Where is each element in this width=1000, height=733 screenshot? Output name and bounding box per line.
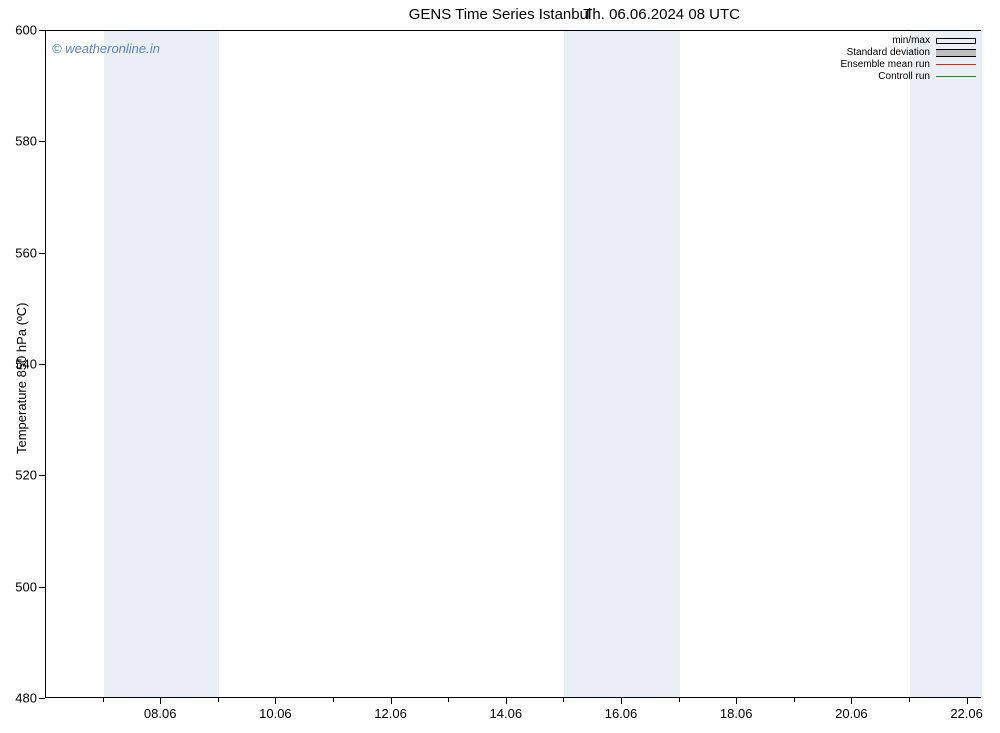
chart-title: GENS Time Series Istanbul bbox=[0, 6, 1000, 23]
legend-swatch bbox=[936, 60, 976, 70]
plot-area: © weatheronline.in min/maxStandard devia… bbox=[45, 30, 981, 698]
y-tick-mark bbox=[39, 141, 45, 142]
legend-item: Ensemble mean run bbox=[841, 59, 977, 71]
shaded-band bbox=[564, 31, 679, 697]
y-tick-label: 520 bbox=[15, 468, 37, 483]
x-tick-mark bbox=[160, 698, 161, 704]
y-tick-label: 560 bbox=[15, 245, 37, 260]
x-tick-mark bbox=[506, 698, 507, 704]
legend-item: min/max bbox=[841, 35, 977, 47]
x-tick-label: 20.06 bbox=[835, 706, 868, 721]
x-tick-mark bbox=[391, 698, 392, 704]
x-minor-tick-mark bbox=[103, 698, 104, 702]
y-tick-label: 500 bbox=[15, 579, 37, 594]
x-minor-tick-mark bbox=[909, 698, 910, 702]
x-tick-mark bbox=[967, 698, 968, 704]
shaded-band bbox=[104, 31, 219, 697]
x-tick-mark bbox=[851, 698, 852, 704]
x-tick-label: 16.06 bbox=[605, 706, 638, 721]
x-minor-tick-mark bbox=[448, 698, 449, 702]
legend-swatch bbox=[936, 72, 976, 82]
x-minor-tick-mark bbox=[794, 698, 795, 702]
watermark: © weatheronline.in bbox=[52, 41, 160, 56]
y-tick-label: 600 bbox=[15, 23, 37, 38]
y-tick-mark bbox=[39, 364, 45, 365]
legend-item: Standard deviation bbox=[841, 47, 977, 59]
shaded-band bbox=[910, 31, 982, 697]
x-minor-tick-mark bbox=[563, 698, 564, 702]
y-axis-label: Temperature 850 hPa (ºC) bbox=[14, 303, 29, 454]
legend: min/maxStandard deviationEnsemble mean r… bbox=[841, 35, 977, 83]
y-tick-label: 480 bbox=[15, 691, 37, 706]
y-tick-mark bbox=[39, 475, 45, 476]
x-tick-label: 18.06 bbox=[720, 706, 753, 721]
x-tick-mark bbox=[621, 698, 622, 704]
legend-label: min/max bbox=[892, 35, 930, 47]
chart-container: GENS Time Series Istanbul Th. 06.06.2024… bbox=[0, 0, 1000, 733]
x-tick-mark bbox=[275, 698, 276, 704]
x-tick-label: 10.06 bbox=[259, 706, 292, 721]
x-tick-label: 22.06 bbox=[950, 706, 983, 721]
y-tick-mark bbox=[39, 253, 45, 254]
legend-item: Controll run bbox=[841, 71, 977, 83]
y-tick-mark bbox=[39, 587, 45, 588]
chart-title-left: GENS Time Series Istanbul bbox=[409, 6, 592, 23]
legend-label: Standard deviation bbox=[847, 47, 930, 59]
x-minor-tick-mark bbox=[333, 698, 334, 702]
legend-label: Controll run bbox=[878, 71, 930, 83]
chart-title-right: Th. 06.06.2024 08 UTC bbox=[583, 6, 740, 23]
x-minor-tick-mark bbox=[679, 698, 680, 702]
y-tick-mark bbox=[39, 698, 45, 699]
x-tick-label: 12.06 bbox=[374, 706, 407, 721]
x-minor-tick-mark bbox=[218, 698, 219, 702]
x-tick-label: 08.06 bbox=[144, 706, 177, 721]
x-tick-label: 14.06 bbox=[490, 706, 523, 721]
x-tick-mark bbox=[736, 698, 737, 704]
y-tick-label: 580 bbox=[15, 134, 37, 149]
legend-swatch bbox=[936, 48, 976, 58]
legend-label: Ensemble mean run bbox=[841, 59, 931, 71]
y-tick-mark bbox=[39, 30, 45, 31]
legend-swatch bbox=[936, 36, 976, 46]
